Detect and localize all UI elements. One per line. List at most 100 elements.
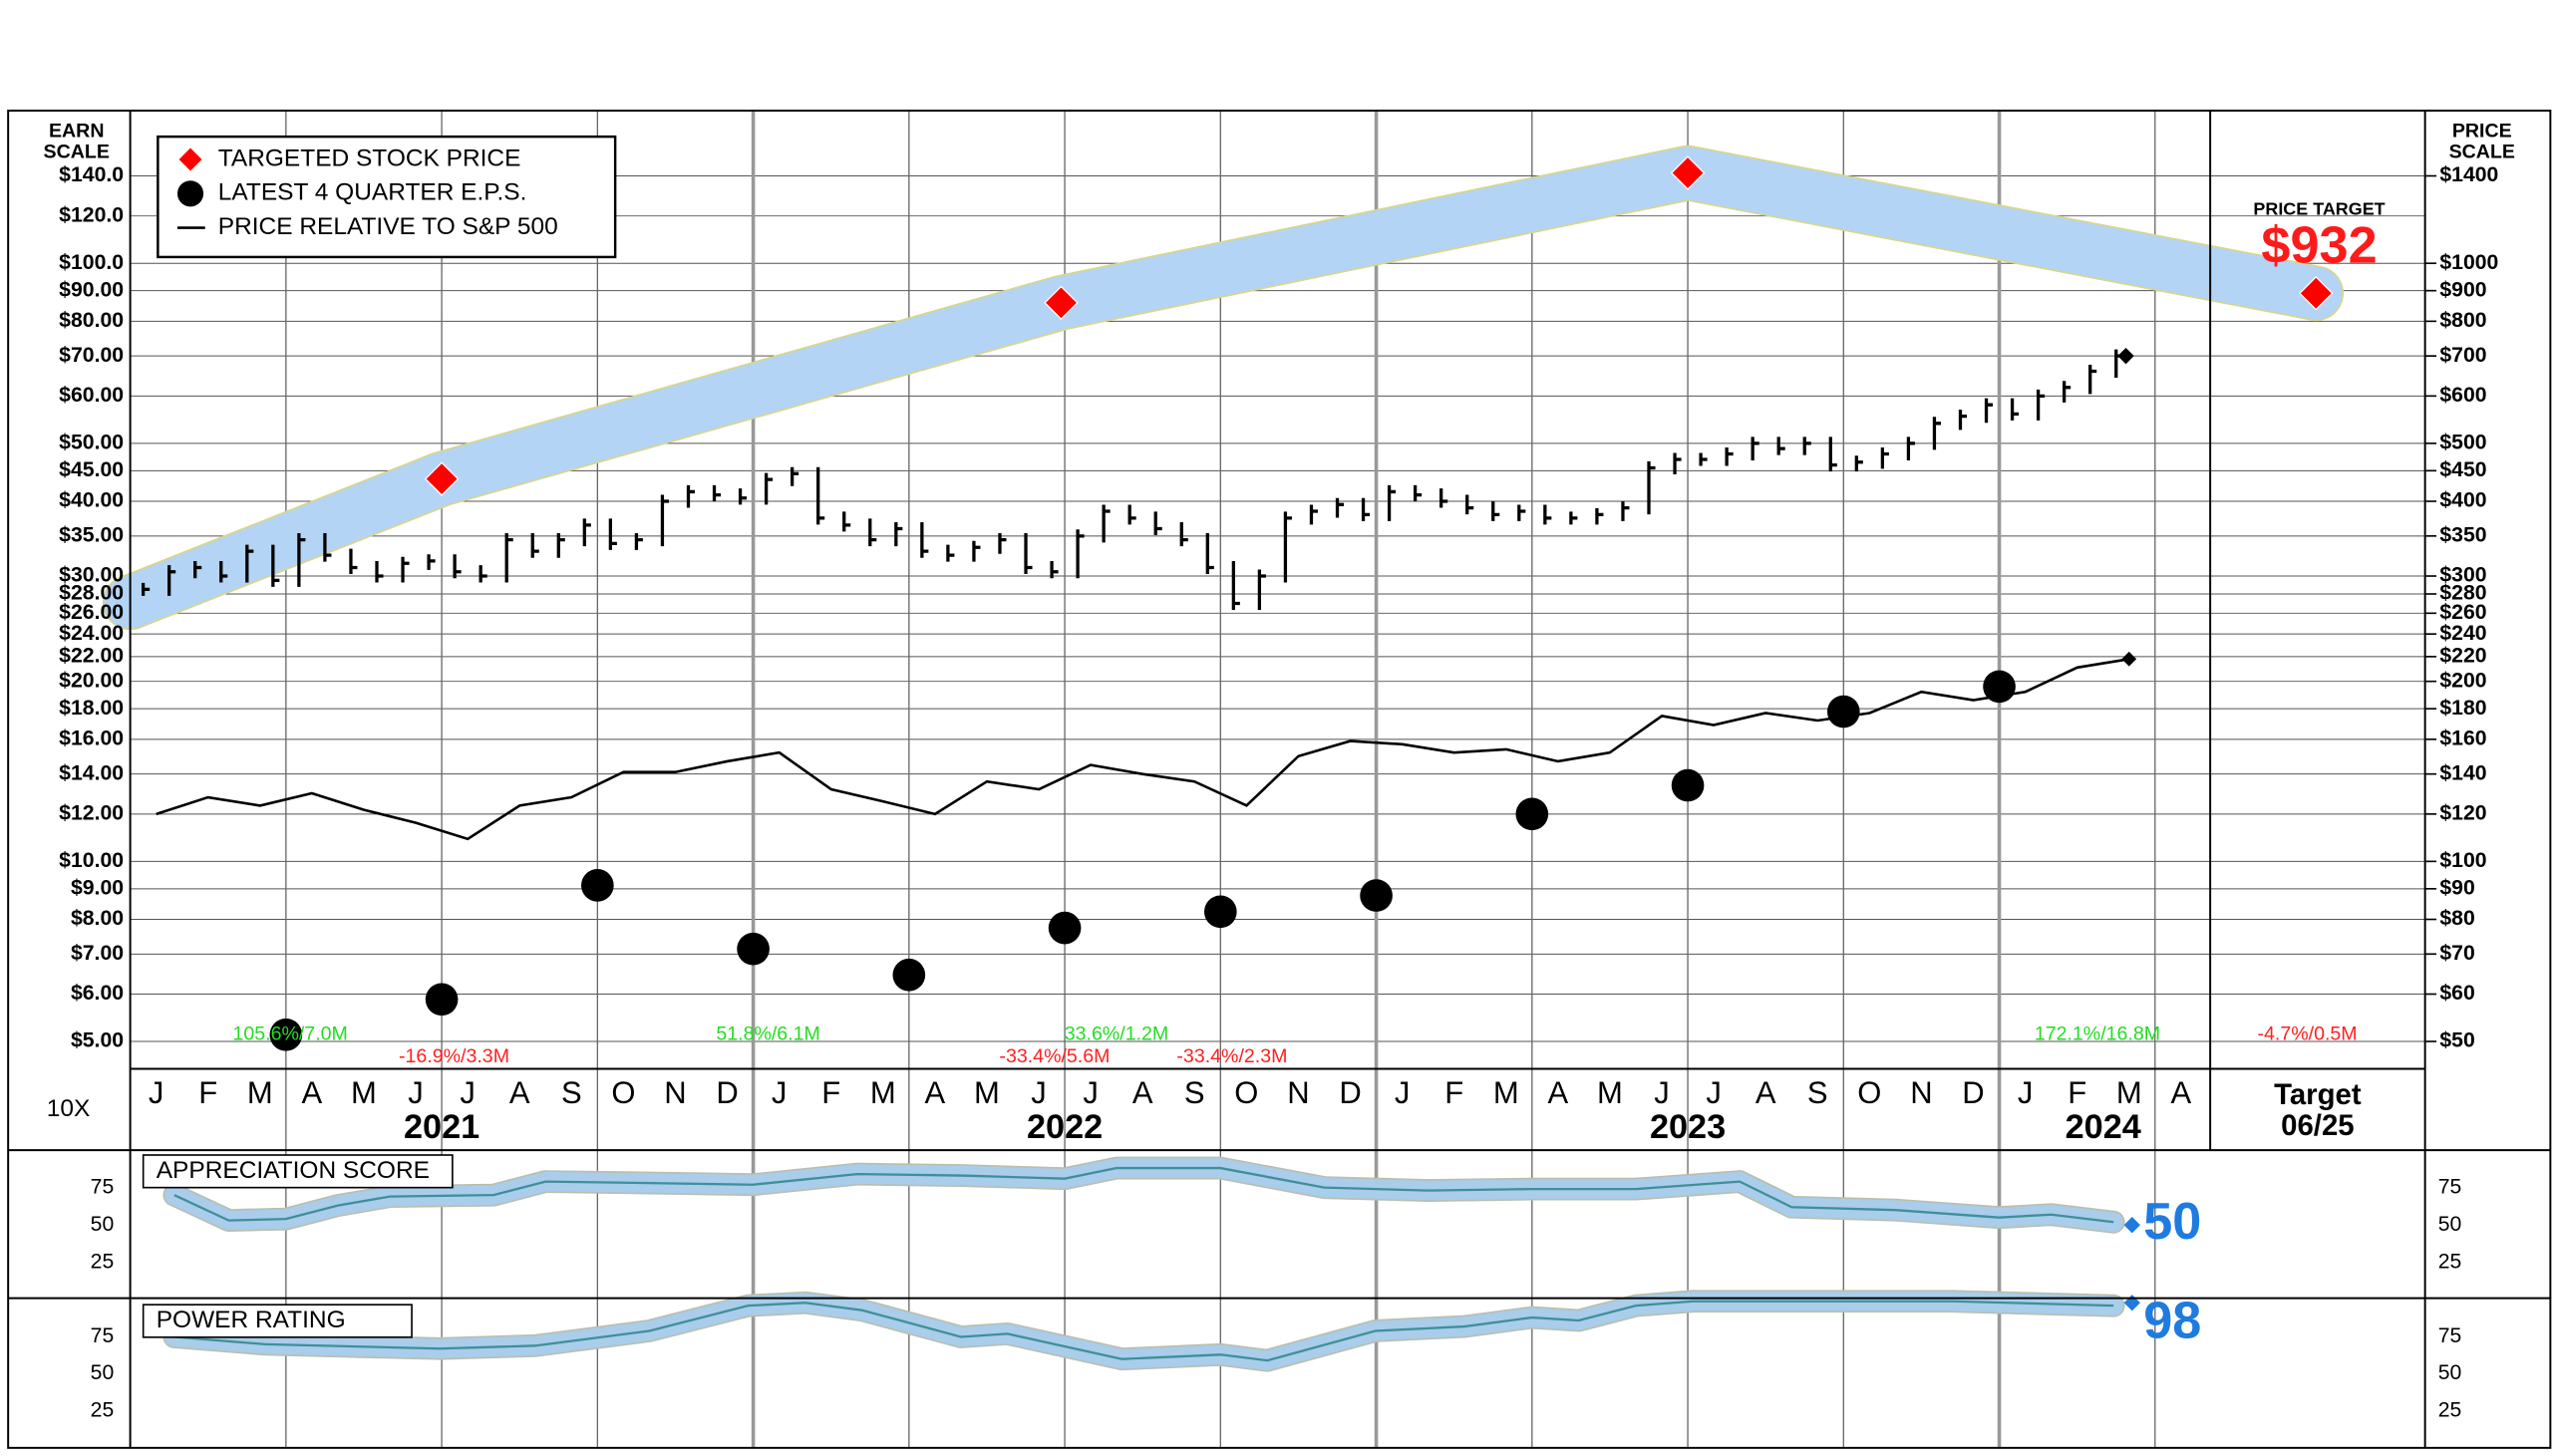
panel-tick-label: 25: [91, 1250, 115, 1273]
y2-tick-label: $450: [2439, 458, 2486, 481]
x-tick-label: A: [1132, 1075, 1153, 1110]
price-bar: [167, 565, 176, 596]
x-tick-label: A: [1548, 1075, 1569, 1110]
x-tick-label: J: [2018, 1075, 2034, 1110]
y-tick-label: $80.00: [59, 309, 124, 332]
x-tick-label: J: [1395, 1075, 1411, 1110]
price-bar: [504, 533, 513, 583]
price-bar: [764, 472, 774, 505]
price-target-value: $932: [2261, 217, 2377, 275]
panel-tick-label: 50: [91, 1213, 115, 1236]
panel-title-box: [142, 1154, 454, 1189]
price-bar: [1335, 497, 1345, 518]
y-tick-label: $120.0: [59, 203, 124, 226]
eps-dot: [737, 932, 770, 966]
x-tick-label: J: [460, 1075, 476, 1110]
y-tick-label: $40.00: [59, 489, 124, 512]
panel-title: APPRECIATION SCORE: [157, 1157, 430, 1184]
x-tick-label: S: [1184, 1075, 1205, 1110]
y2-tick-label: $160: [2439, 727, 2486, 749]
y-tick-label: $20.00: [59, 669, 124, 692]
x-tick-label: A: [509, 1075, 530, 1110]
y2-tick-label: $100: [2439, 849, 2486, 872]
price-bar: [1802, 437, 1811, 455]
year-label: 2024: [2066, 1108, 2141, 1146]
x-tick-label: J: [772, 1075, 788, 1110]
y-tick-label: $5.00: [71, 1029, 124, 1052]
x-tick-label: J: [149, 1075, 164, 1110]
eps-dot: [1515, 797, 1549, 831]
price-bar: [1102, 504, 1111, 543]
annotation: -16.9%/3.3M: [399, 1045, 509, 1067]
y-tick-label: $24.00: [59, 622, 124, 645]
y-tick-label: $30.00: [59, 564, 124, 587]
y-tick-label: $14.00: [59, 761, 124, 784]
y2-tick-label: $120: [2439, 801, 2486, 824]
legend-box: [157, 135, 617, 259]
price-bar: [1751, 437, 1759, 461]
y-tick-label: $50.00: [59, 431, 124, 453]
x-tick-label: J: [1654, 1075, 1670, 1110]
x-tick-label: A: [925, 1075, 946, 1110]
y-tick-label: $45.00: [59, 458, 124, 481]
price-bar: [1958, 410, 1968, 431]
y2-tick-label: $800: [2439, 309, 2486, 332]
y2-tick-label: $140: [2439, 761, 2486, 784]
price-bar: [1906, 437, 1915, 461]
y-tick-label: $22.00: [59, 644, 124, 667]
year-label: 2022: [1027, 1108, 1103, 1146]
price-bar: [1932, 417, 1941, 450]
y2-tick-label: $350: [2439, 523, 2486, 546]
x-tick-label: S: [561, 1075, 582, 1110]
x-tick-label: M: [974, 1075, 1000, 1110]
price-bar: [1309, 504, 1318, 525]
price-bar: [791, 466, 799, 486]
panel-tick-label: 25: [2438, 1398, 2462, 1421]
x-tick-label: J: [1083, 1075, 1099, 1110]
y-tick-label: $35.00: [59, 523, 124, 546]
price-bar: [219, 560, 228, 583]
y-tick-label: $26.00: [59, 601, 124, 624]
target-label: Target: [2274, 1078, 2362, 1111]
x-tick-label: D: [1962, 1075, 1984, 1110]
target-diamond: [424, 461, 460, 496]
price-bar: [1439, 488, 1448, 508]
price-bar: [1283, 511, 1292, 583]
x-tick-label: O: [1857, 1075, 1881, 1110]
multiplier-label: 10X: [47, 1095, 91, 1122]
eps-dot: [1826, 695, 1860, 728]
y2-tick-label: $280: [2439, 582, 2486, 605]
price-bar: [920, 521, 929, 558]
price-bar: [1854, 455, 1863, 472]
legend-label: TARGETED STOCK PRICE: [218, 145, 521, 171]
panel-tick-label: 50: [2438, 1361, 2462, 1384]
x-tick-label: J: [1706, 1075, 1722, 1110]
price-bar: [738, 488, 748, 505]
y-tick-label: $9.00: [71, 876, 124, 899]
scale-label: PRICE: [2452, 120, 2512, 142]
price-bar: [816, 466, 825, 525]
x-tick-label: N: [1287, 1075, 1309, 1110]
price-bar: [2088, 364, 2097, 395]
x-tick-label: A: [2170, 1075, 2191, 1110]
legend-label: PRICE RELATIVE TO S&P 500: [218, 213, 558, 240]
annotation: -33.4%/2.3M: [1176, 1045, 1287, 1067]
y2-tick-label: $180: [2439, 697, 2486, 720]
price-bar: [1205, 533, 1214, 574]
panel-tick-label: 75: [2438, 1175, 2462, 1198]
price-bar: [2063, 381, 2072, 403]
price-bar: [894, 521, 903, 547]
price-bar: [634, 533, 643, 550]
y2-tick-label: $600: [2439, 384, 2486, 407]
x-tick-label: O: [611, 1075, 635, 1110]
x-tick-label: J: [1031, 1075, 1047, 1110]
x-tick-label: F: [198, 1075, 217, 1110]
price-bar: [1673, 452, 1682, 474]
panel-tick-label: 75: [91, 1175, 115, 1198]
y2-tick-label: $700: [2439, 344, 2486, 367]
price-bar: [998, 533, 1007, 554]
eps-dot: [1048, 911, 1082, 945]
legend: TARGETED STOCK PRICE LATEST 4 QUARTER E.P…: [157, 135, 617, 259]
price-bar: [1880, 446, 1889, 469]
